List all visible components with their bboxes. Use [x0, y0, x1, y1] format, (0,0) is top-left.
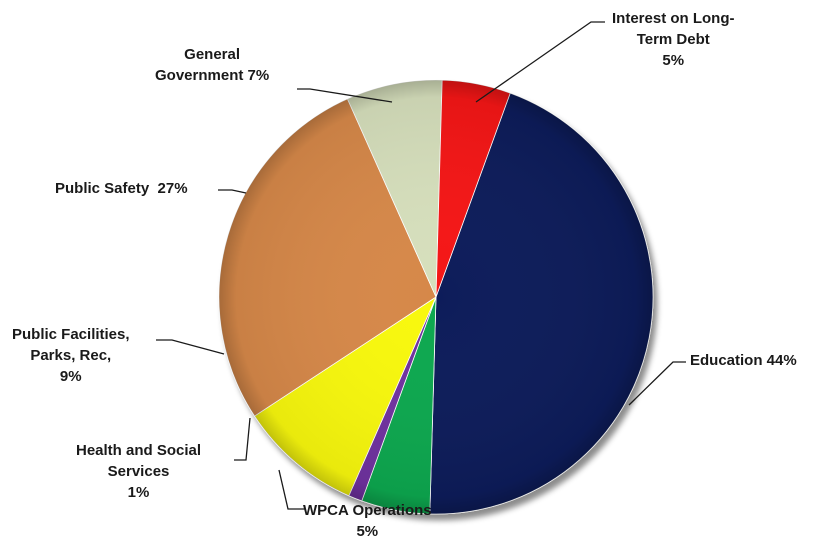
slice-label-health-and-social-services: Health and Social Services 1%	[76, 442, 202, 501]
leader-line-public-facilities-parks-rec	[156, 339, 225, 355]
slice-label-interest-on-long-term-debt: Interest on Long- Term Debt 5%	[612, 10, 735, 69]
leader-line-general-government	[297, 88, 393, 103]
slice-label-public-facilities-parks-rec: Public Facilities, Parks, Rec, 9%	[12, 326, 130, 385]
leader-line-education	[628, 361, 686, 406]
leader-line-public-safety	[218, 189, 247, 194]
slice-label-education: Education 44%	[690, 352, 797, 369]
leader-line-wpca-operations	[278, 469, 305, 510]
leader-line-health-and-social-services	[234, 417, 251, 461]
slice-label-general-government: General Government 7%	[155, 46, 270, 84]
slice-label-wpca-operations: WPCA Operations 5%	[303, 502, 432, 540]
slice-label-public-safety: Public Safety 27%	[55, 180, 188, 197]
leader-line-interest-on-long-term-debt	[475, 21, 605, 103]
